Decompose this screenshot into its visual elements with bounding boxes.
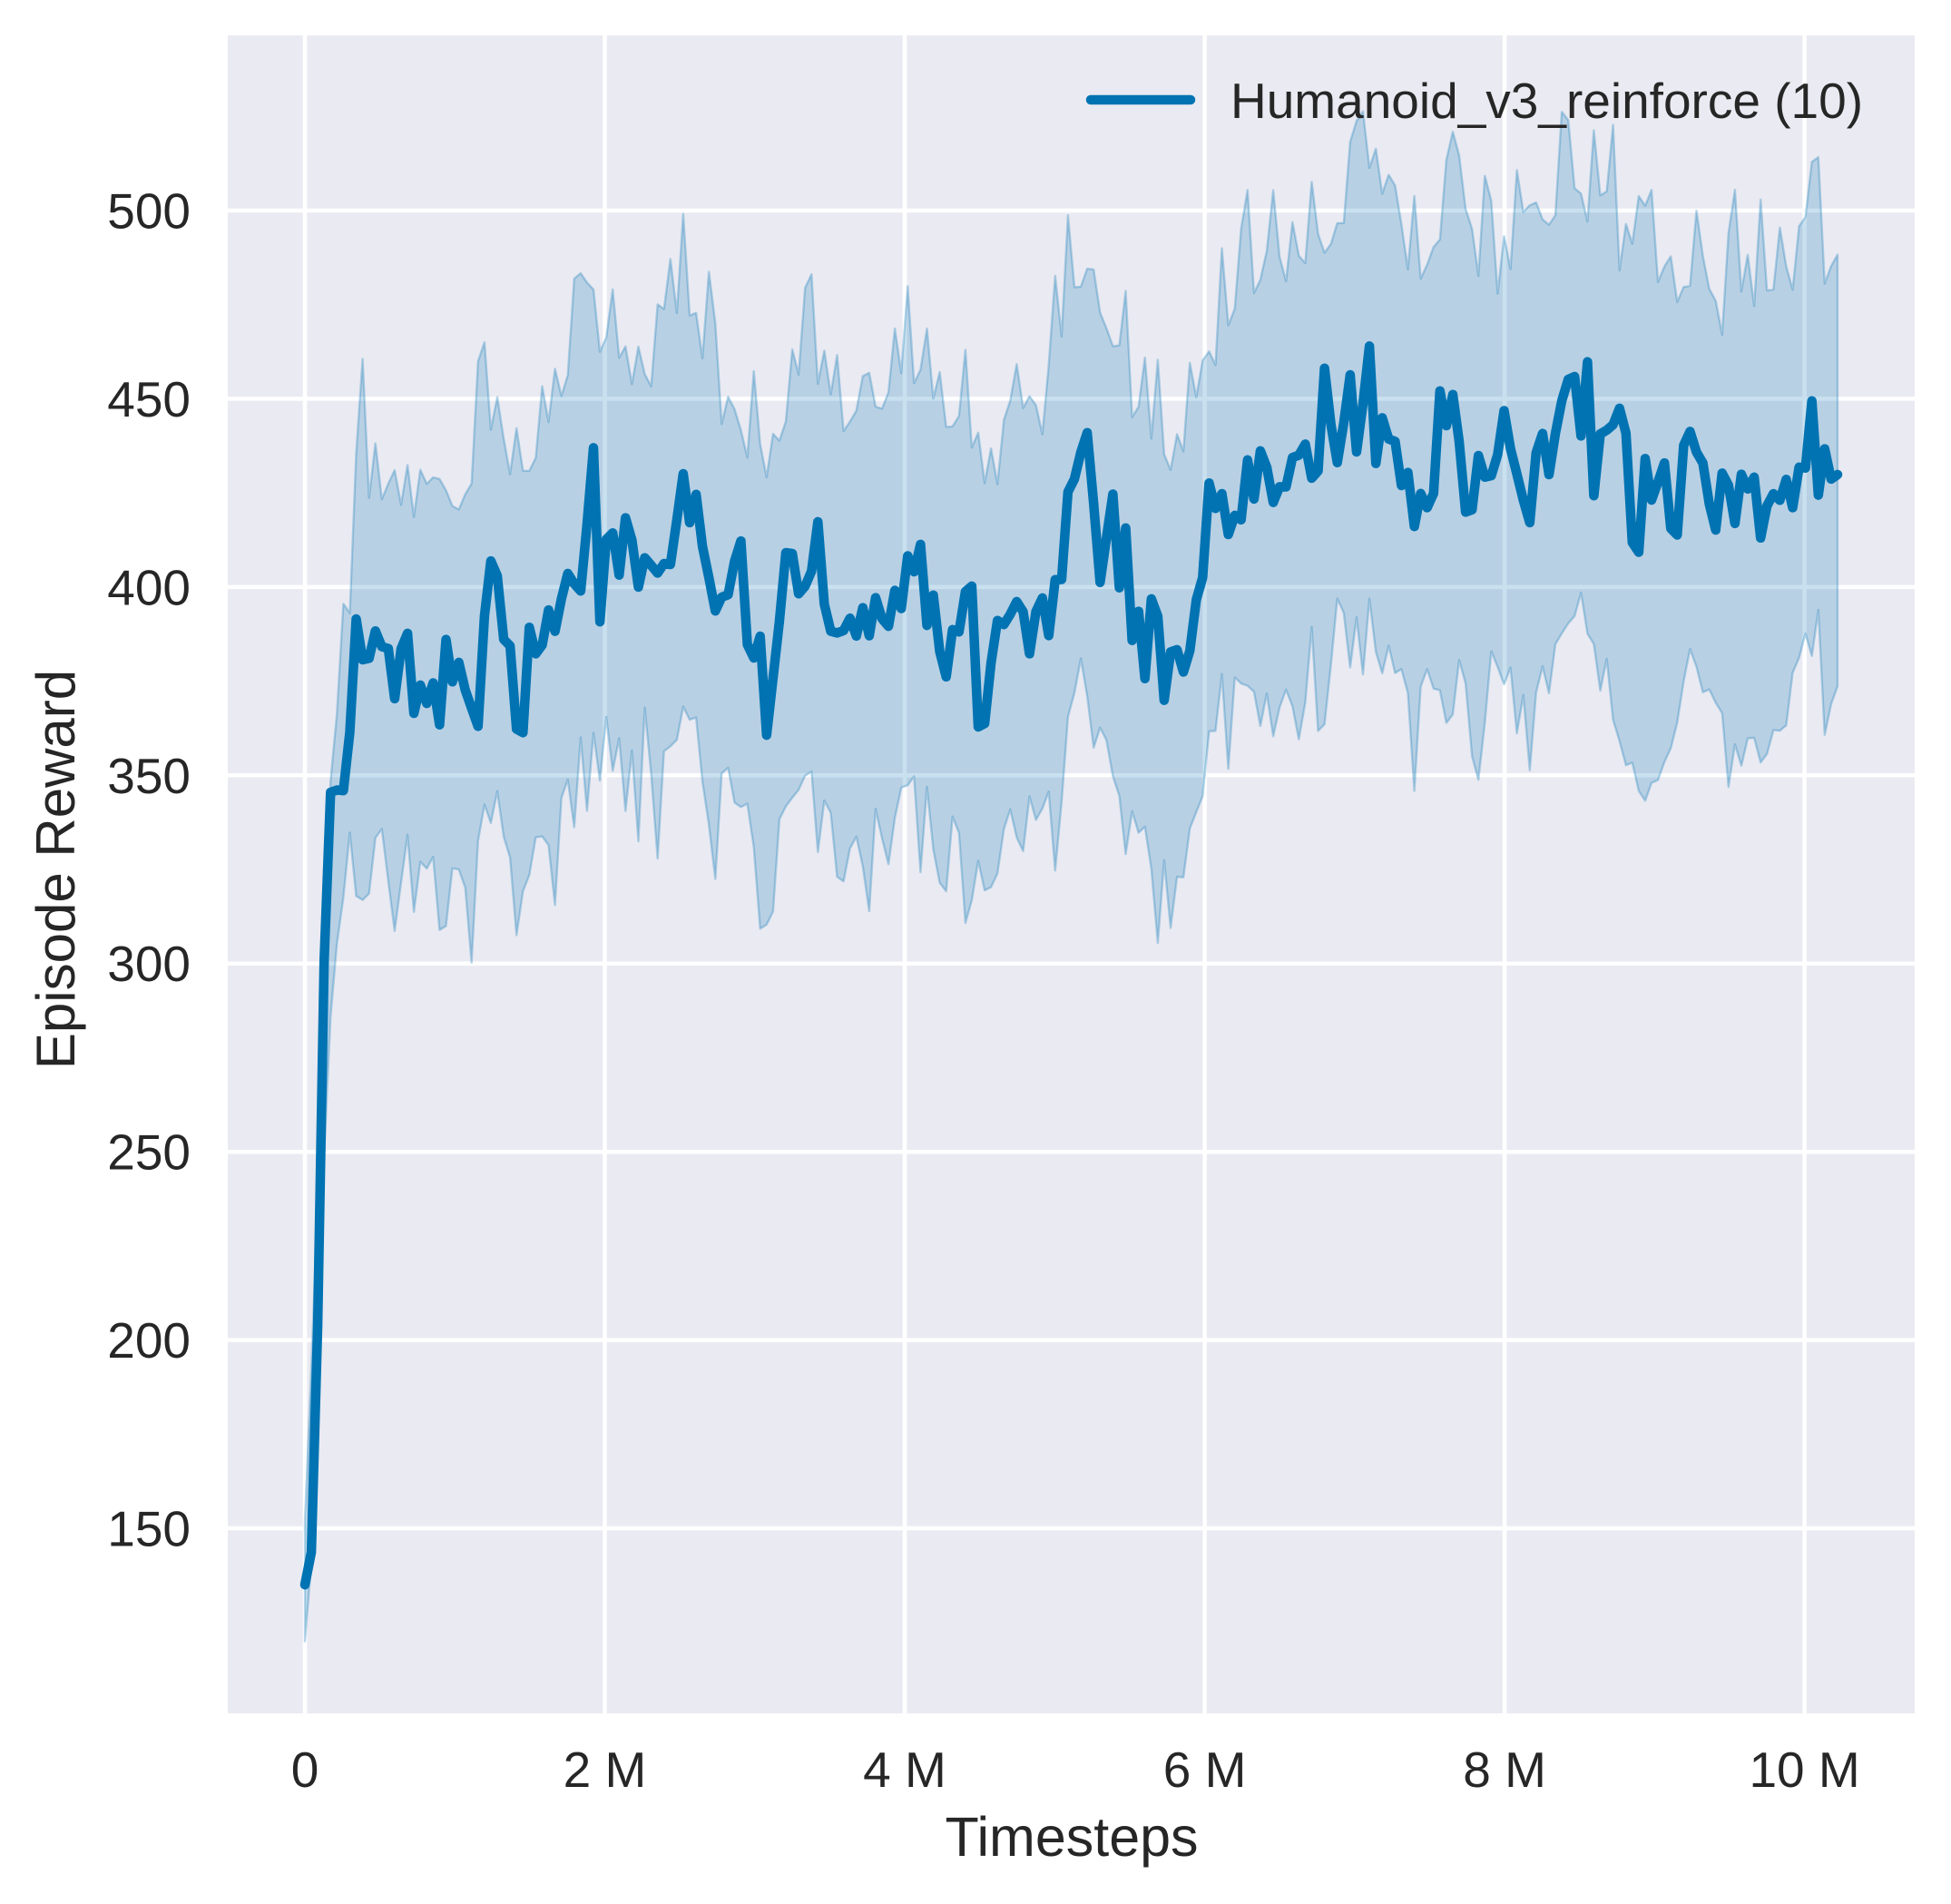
svg-text:400: 400 xyxy=(107,559,191,615)
svg-text:350: 350 xyxy=(107,748,191,804)
svg-text:Timesteps: Timesteps xyxy=(945,1806,1198,1868)
svg-text:150: 150 xyxy=(107,1501,191,1557)
svg-text:500: 500 xyxy=(107,183,191,240)
svg-text:450: 450 xyxy=(107,371,191,427)
svg-text:300: 300 xyxy=(107,936,191,992)
svg-text:4 M: 4 M xyxy=(863,1742,946,1798)
svg-text:10 M: 10 M xyxy=(1749,1742,1859,1798)
svg-text:0: 0 xyxy=(291,1742,319,1798)
svg-text:Episode Reward: Episode Reward xyxy=(25,670,86,1069)
svg-text:2 M: 2 M xyxy=(564,1742,647,1798)
svg-text:250: 250 xyxy=(107,1124,191,1181)
svg-text:8 M: 8 M xyxy=(1463,1742,1546,1798)
svg-text:Humanoid_v3_reinforce (10): Humanoid_v3_reinforce (10) xyxy=(1230,73,1863,129)
svg-text:200: 200 xyxy=(107,1312,191,1369)
svg-text:6 M: 6 M xyxy=(1163,1742,1247,1798)
